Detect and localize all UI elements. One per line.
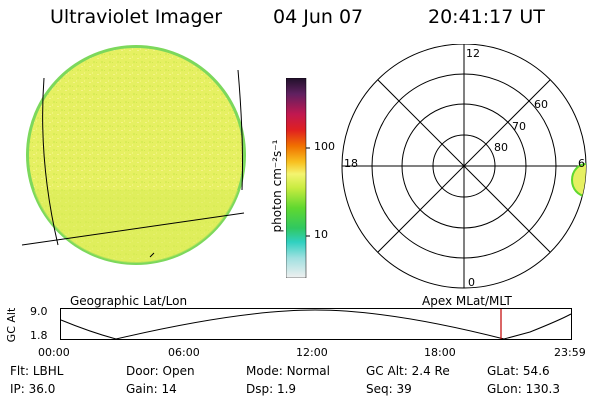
status-seq: Seq: 39: [366, 382, 412, 396]
gc-alt-tick-9: 9.0: [30, 305, 48, 318]
time-tick-1200: 12:00: [296, 346, 328, 359]
coast-mark: [149, 252, 155, 258]
latitude-line: [21, 212, 245, 246]
polar-diagonal-2: [377, 79, 551, 253]
status-mode: Mode: Normal: [246, 364, 330, 378]
gc-alt-axis-label: GC Alt: [5, 307, 18, 343]
color-bar: [286, 78, 310, 278]
time-tick-0000: 00:00: [38, 346, 70, 359]
colorbar-tick-100: 100: [314, 140, 335, 153]
status-flt: Flt: LBHL: [10, 364, 64, 378]
status-dsp: Dsp: 1.9: [246, 382, 297, 396]
longitude-line-left: [42, 77, 59, 246]
polar-aurora-patch: [571, 163, 586, 197]
instrument-title: Ultraviolet Imager: [50, 6, 223, 28]
altitude-timeline: [60, 308, 572, 340]
apex-mlat-mlt-title: Apex MLat/MLT: [422, 294, 512, 308]
date-label: 04 Jun 07: [273, 6, 364, 28]
status-gain: Gain: 14: [126, 382, 177, 396]
time-tick-1800: 18:00: [424, 346, 456, 359]
uv-earth-image: [21, 45, 246, 265]
mlt-label-18: 18: [344, 157, 358, 170]
colorbar-unit-label: photon cm⁻²s⁻¹: [270, 139, 284, 233]
colorbar-tick-10: 10: [314, 228, 328, 241]
time-label: 20:41:17 UT: [428, 6, 545, 28]
mlat-label-60: 60: [534, 98, 548, 111]
altitude-curve: [60, 309, 572, 340]
time-tick-0600: 06:00: [168, 346, 200, 359]
polar-plot: [341, 44, 587, 289]
timeline-frame: [60, 308, 572, 340]
status-gc-alt: GC Alt: 2.4 Re: [366, 364, 450, 378]
mlat-label-70: 70: [512, 120, 526, 133]
mlt-label-6: 6: [578, 157, 585, 170]
status-ip: IP: 36.0: [10, 382, 56, 396]
status-door: Door: Open: [126, 364, 195, 378]
status-glat: GLat: 54.6: [487, 364, 550, 378]
status-glon: GLon: 130.3: [487, 382, 560, 396]
mlat-label-80: 80: [494, 141, 508, 154]
mlt-label-0: 0: [468, 276, 475, 289]
longitude-line-right: [237, 69, 243, 191]
mlt-label-12: 12: [466, 47, 480, 60]
time-tick-2359: 23:59: [554, 346, 586, 359]
geographic-lat-lon-title: Geographic Lat/Lon: [70, 294, 188, 308]
gc-alt-tick-1-8: 1.8: [30, 329, 48, 342]
